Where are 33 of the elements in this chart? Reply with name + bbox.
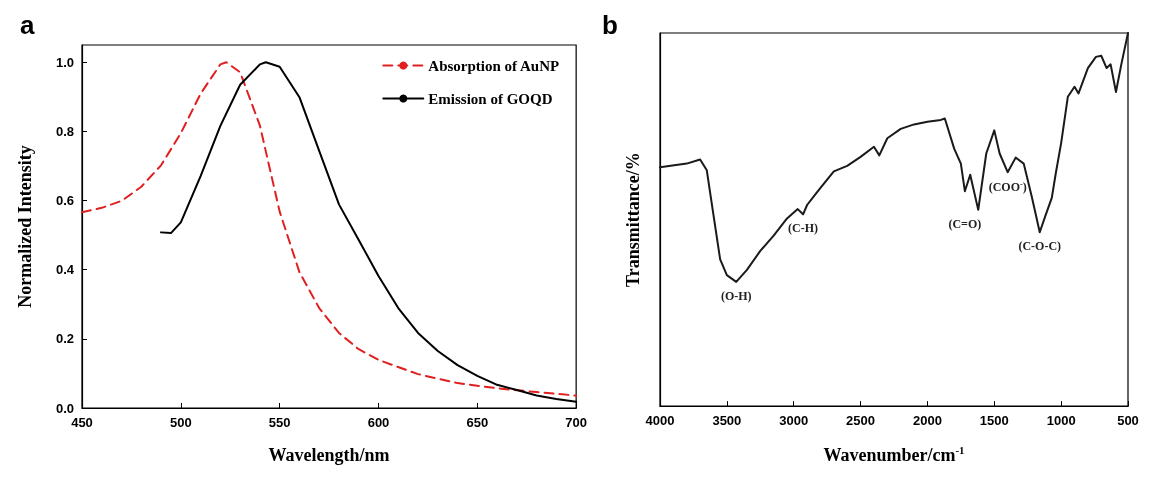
x-tick-label: 550 xyxy=(268,415,291,430)
y-tick-label: 0.0 xyxy=(55,400,74,416)
y-axis-title: Normalized Intensity xyxy=(15,145,35,308)
text: b xyxy=(602,10,618,40)
y-tick-label: 0.6 xyxy=(55,193,74,209)
x-tick-label: 700 xyxy=(565,415,588,430)
x-tick-label: 4000 xyxy=(645,413,675,429)
x-tick-label: 1500 xyxy=(979,413,1009,429)
legend-label: Emission of GOQD xyxy=(428,90,553,107)
x-tick-label: 450 xyxy=(71,415,93,430)
y-tick-label: 1.0 xyxy=(55,54,74,70)
y-tick-label: 0.2 xyxy=(55,331,74,347)
annotation: (O-H) xyxy=(720,288,752,303)
x-tick-label: 600 xyxy=(367,415,390,430)
annotation: (C-H) xyxy=(788,221,819,236)
x-tick-label: 2500 xyxy=(846,413,876,429)
x-tick-label: 650 xyxy=(466,415,489,430)
annotation: (C=O) xyxy=(948,216,982,231)
x-tick-label: 2000 xyxy=(912,413,942,429)
x-tick-label: 1000 xyxy=(1046,413,1076,429)
x-tick-label: 3500 xyxy=(712,413,742,429)
x-axis-title: Wavelength/nm xyxy=(268,445,390,465)
annotation: (COO-) xyxy=(988,179,1027,195)
text: a xyxy=(20,10,35,40)
x-tick-label: 500 xyxy=(1117,413,1139,429)
legend-label: Absorption of AuNP xyxy=(428,57,560,74)
x-tick-label: 500 xyxy=(169,415,192,430)
line-series xyxy=(81,61,578,397)
y-tick-label: 0.4 xyxy=(55,262,75,278)
annotation: (C-O-C) xyxy=(1018,239,1062,254)
x-tick-label: 3000 xyxy=(779,413,809,429)
y-axis-title: Transmittance/% xyxy=(623,152,643,287)
y-tick-label: 0.8 xyxy=(55,123,74,139)
